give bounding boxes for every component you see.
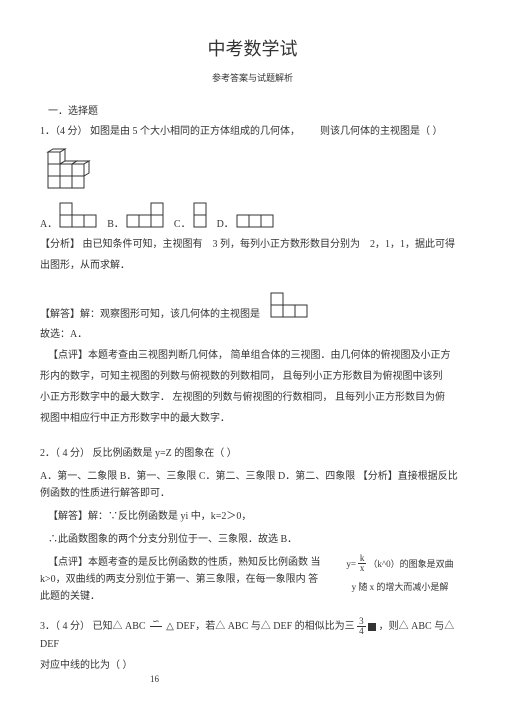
frac-d: 4 [357, 627, 366, 636]
opt-d-icon [236, 214, 276, 230]
q3-a: 3．（ 4 分） 已知△ ABC [40, 621, 146, 632]
q3-frac: 34 [357, 617, 366, 636]
opt-a-label: A． [40, 215, 57, 230]
black-square-icon [368, 623, 376, 631]
q1-analysis-b: 3 列，每列小正方数形数目分别为 [213, 239, 361, 250]
q1-answer-text: 【解答】解：观察图形可知，该几何体的主视图是 [40, 305, 260, 320]
similar-icon: ∽ [150, 617, 162, 636]
q1-options: A． B． C． D． [40, 202, 465, 230]
q3-b: △ DEF，若△ ABC 与△ DEF 的相似比为三 [166, 621, 355, 632]
q1-answer-body: 解：观察图形可知，该几何体的主视图是 [80, 309, 260, 320]
opt-a-icon [59, 202, 99, 230]
formula-note1: （k^0）的图象是双曲 [368, 557, 453, 570]
q2-comment-block: 【点评】本题考查的是反比例函数的性质，熟知反比例函数 当 k>0，双曲线的两支分… [40, 554, 465, 605]
q1-comment: 【点评】本题考查由三视图判断几何体， 简单组合体的三视图．由几何体的俯视图及小正… [48, 347, 465, 364]
opt-b-icon [126, 202, 166, 230]
q2-answer-body: 解：∵反比例函数是 yi 中，k=2＞0， [88, 511, 251, 522]
subtitle: 参考答案与试题解析 [40, 71, 465, 84]
q1-answer-figure [270, 292, 310, 320]
q1-prompt: 1．（4 分） 如图是由 5 个大小相同的正方体组成的几何体， 则该几何体的主视… [40, 123, 465, 140]
q1-analysis: 【分析】 由已知条件可知，主视图有 3 列，每列小正方数形数目分别为 2，1，1… [40, 236, 465, 253]
q2-a2: ∴此函数图象的两个分支分别位于一、三象限．故选 B． [48, 531, 465, 548]
q2-answer: 【解答】解：∵反比例函数是 yi 中，k=2＞0， [48, 508, 465, 525]
q1-c2: 形内的数字，可知主视图的列数与俯视数的列数相同， 且每列小正方形数目为俯视图中该… [40, 368, 465, 385]
q1-analysis-c: 2，1，1，据此可得 [370, 239, 455, 250]
q1-analysis-d: 出图形，从而求解． [40, 257, 465, 274]
opt-c-icon [193, 202, 209, 230]
answer-label: 【解答】 [48, 511, 88, 522]
q2-prompt: 2．（ 4 分） 反比例函数是 y=Z 的图象在（ ） [40, 445, 465, 462]
q2-opts: A．第一、二象限 B．第一、三象限 C．第二、三象限 D．第二、四象限 【分析】… [40, 468, 465, 502]
q1-answer-after: 故选：A． [40, 326, 465, 343]
q2-c3: 此题的关键． [40, 588, 329, 605]
comment-label: 【点评】 [48, 557, 88, 568]
formula-note2: y 随 x 的增大而减小是解 [352, 580, 449, 593]
q1-opt-d: D． [217, 214, 276, 230]
q1-opt-c: C． [174, 202, 209, 230]
opt-d-label: D． [217, 215, 234, 230]
opt-c-label: C． [174, 215, 191, 230]
q3-prompt: 3．（ 4 分） 已知△ ABC ∽ △ DEF，若△ ABC 与△ DEF 的… [40, 617, 465, 653]
section-heading: 一．选择题 [48, 102, 465, 117]
q1-prompt-a: 1．（4 分） 如图是由 5 个大小相同的正方体组成的几何体， [40, 126, 300, 137]
answer-label: 【解答】 [40, 309, 80, 320]
q2-c2: k>0，双曲线的两支分别位于第一、第三象限，在每一象限内 答 [40, 571, 329, 588]
comment-label: 【点评】 [48, 350, 88, 361]
q2-comment-text: 【点评】本题考查的是反比例函数的性质，熟知反比例函数 当 k>0，双曲线的两支分… [40, 554, 329, 605]
q1-answer-row: 【解答】解：观察图形可知，该几何体的主视图是 [40, 292, 465, 320]
q1-prompt-b: 则该几何体的主视图是（ ） [320, 126, 443, 137]
page-number: 16 [150, 674, 159, 684]
page-title: 中考数学试 [40, 35, 465, 61]
q2-formula: y= kx （k^0）的图象是双曲 y 随 x 的增大而减小是解 [335, 554, 465, 593]
q1-solid-figure [44, 148, 100, 196]
opt-b-label: B． [107, 215, 124, 230]
q2-c1: 本题考查的是反比例函数的性质，熟知反比例函数 当 [88, 557, 321, 568]
q1-opt-a: A． [40, 202, 99, 230]
q1-opt-b: B． [107, 202, 166, 230]
q1-analysis-a: 由已知条件可知，主视图有 [83, 239, 203, 250]
q3-line2: 对应中线的比为（ ） [40, 657, 465, 674]
q1-c4: 视图中相应行中正方形数字中的最大数字． [40, 410, 465, 427]
analysis-label: 【分析】 [40, 239, 80, 250]
formula-x: x [358, 564, 367, 573]
formula-y: y= [346, 559, 356, 569]
q1-c1: 本题考查由三视图判断几何体， 简单组合体的三视图．由几何体的俯视图及小正方 [88, 350, 451, 361]
q1-c3: 小正方形数字中的最大数字． 左视图的列数与俯视图的行数相同， 且每列小正方形数目… [40, 389, 465, 406]
